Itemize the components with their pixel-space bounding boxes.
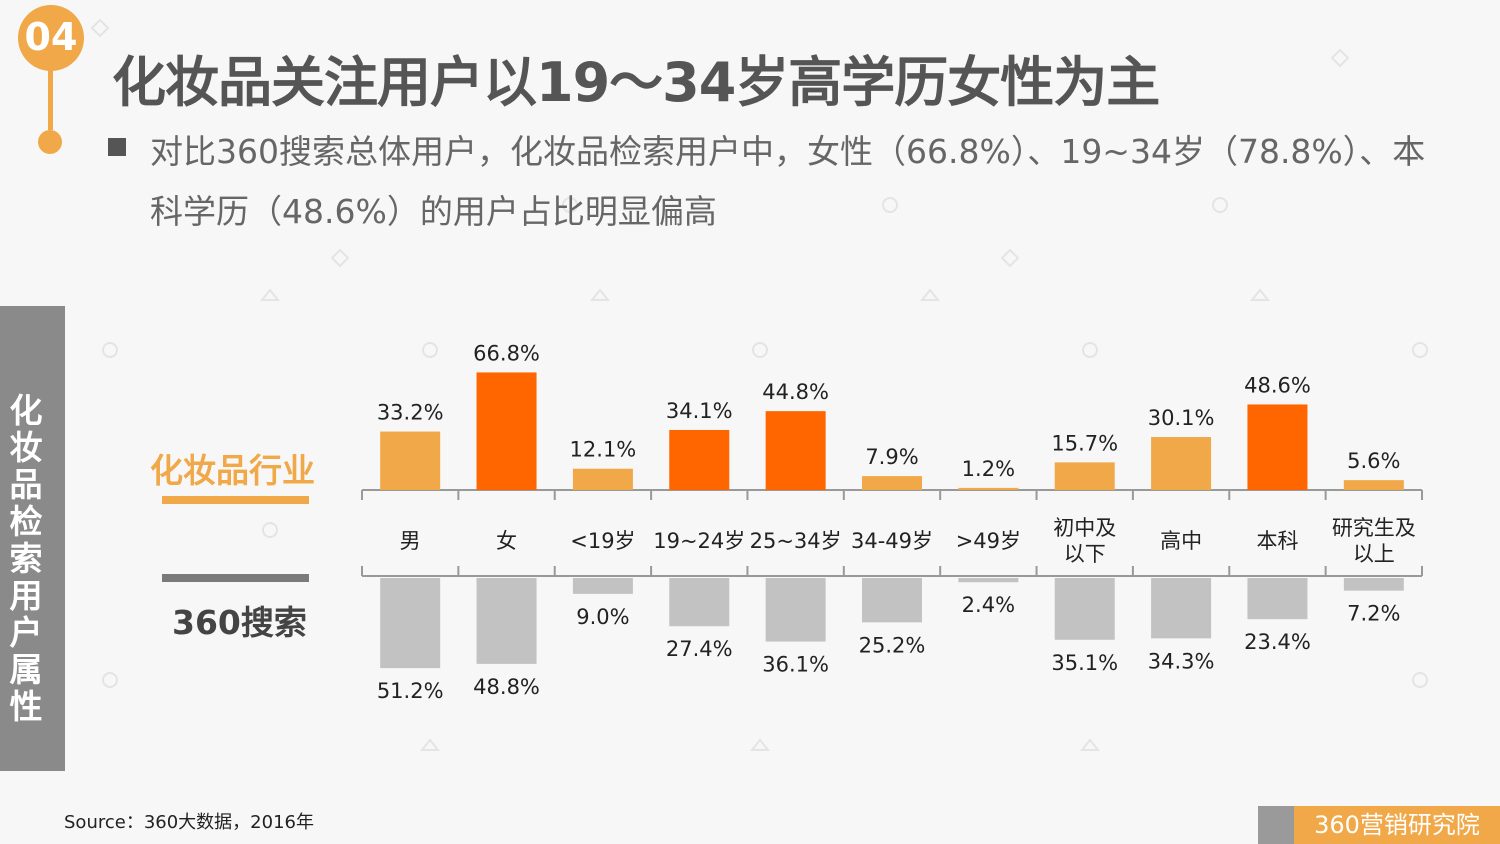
cosmetics-bar <box>1343 480 1404 490</box>
cosmetics-bar <box>862 476 922 490</box>
search-bar <box>669 578 730 627</box>
cosmetics-value-label: 66.8% <box>473 341 540 365</box>
category-label: 34-49岁 <box>851 529 933 553</box>
cosmetics-value-label: 5.6% <box>1347 449 1400 473</box>
page-subtitle: 对比360搜索总体用户，化妆品检索用户中，女性（66.8%）、19~34岁（78… <box>150 132 1426 231</box>
legend-360search-swatch <box>162 574 309 582</box>
search-bar <box>1151 578 1212 639</box>
category-label: 高中 <box>1160 529 1202 553</box>
page-title: 化妆品关注用户以19～34岁高学历女性为主 <box>112 51 1160 114</box>
cosmetics-bar <box>765 411 826 490</box>
category-label: 初中及 <box>1053 516 1116 540</box>
legend-cosmetics-swatch <box>162 496 309 504</box>
source-note: Source：360大数据，2016年 <box>64 812 314 833</box>
search-value-label: 34.3% <box>1148 649 1215 673</box>
cosmetics-value-label: 33.2% <box>377 401 444 425</box>
search-bar <box>958 578 1019 583</box>
category-label: >49岁 <box>956 529 1021 553</box>
cosmetics-value-label: 34.1% <box>666 399 733 423</box>
category-label: 25~34岁 <box>750 529 842 553</box>
cosmetics-value-label: 1.2% <box>962 457 1015 481</box>
search-value-label: 9.0% <box>576 605 629 629</box>
category-label: <19岁 <box>570 529 635 553</box>
search-bar <box>1247 578 1308 620</box>
cosmetics-bar <box>669 429 730 490</box>
search-value-label: 36.1% <box>762 653 829 677</box>
search-value-label: 51.2% <box>377 679 444 703</box>
cosmetics-value-label: 15.7% <box>1051 431 1118 455</box>
search-bar <box>1343 578 1404 591</box>
search-value-label: 2.4% <box>962 593 1015 617</box>
search-bar <box>862 578 922 623</box>
category-label: 以上 <box>1353 542 1395 566</box>
cosmetics-value-label: 44.8% <box>762 380 829 404</box>
cosmetics-bar <box>572 468 633 490</box>
badge-dot <box>38 130 62 154</box>
category-label: 19~24岁 <box>653 529 745 553</box>
cosmetics-bar <box>1247 404 1308 490</box>
cosmetics-value-label: 48.6% <box>1244 373 1311 397</box>
side-label-bar <box>0 306 65 771</box>
search-bar <box>765 578 826 642</box>
cosmetics-bar <box>380 431 441 490</box>
cosmetics-bar <box>1054 462 1115 490</box>
cosmetics-value-label: 12.1% <box>570 438 637 462</box>
category-label: 男 <box>400 529 421 553</box>
search-value-label: 35.1% <box>1051 651 1118 675</box>
footer-brand: 360营销研究院 <box>1294 806 1500 844</box>
cosmetics-bar <box>1151 437 1212 490</box>
search-value-label: 7.2% <box>1347 602 1400 626</box>
side-label: 化妆品检索用户属性 <box>9 391 43 726</box>
search-bar <box>476 578 537 664</box>
bullet-square-icon <box>108 138 126 156</box>
cosmetics-value-label: 30.1% <box>1148 406 1215 430</box>
footer-gray-block <box>1258 806 1294 844</box>
section-number-badge: 04 <box>18 5 84 71</box>
cosmetics-value-label: 7.9% <box>865 445 918 469</box>
legend-cosmetics-label: 化妆品行业 <box>150 451 315 490</box>
search-value-label: 27.4% <box>666 637 733 661</box>
search-bar <box>1054 578 1115 640</box>
search-value-label: 25.2% <box>859 633 926 657</box>
legend-360search-label: 360搜索 <box>172 603 307 642</box>
cosmetics-bar <box>958 487 1019 490</box>
cosmetics-bar <box>476 372 537 490</box>
category-label: 本科 <box>1256 529 1298 553</box>
category-label: 以下 <box>1064 542 1106 566</box>
category-label: 研究生及 <box>1332 516 1416 540</box>
badge-stem <box>48 68 53 130</box>
category-label: 女 <box>496 529 517 553</box>
search-bar <box>380 578 441 669</box>
search-bar <box>572 578 633 594</box>
search-value-label: 23.4% <box>1244 630 1311 654</box>
search-value-label: 48.8% <box>473 675 540 699</box>
